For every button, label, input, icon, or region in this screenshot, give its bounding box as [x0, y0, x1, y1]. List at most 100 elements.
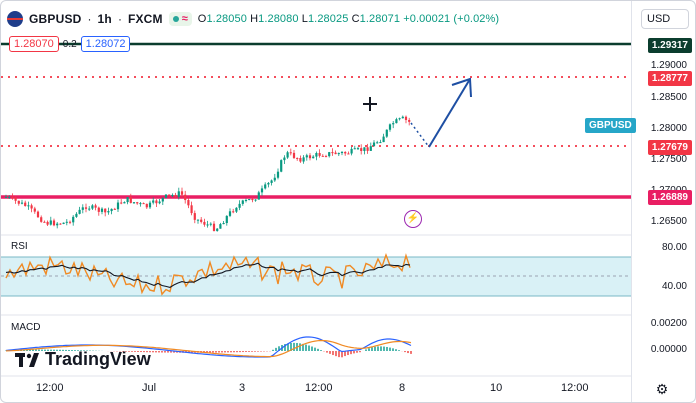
candle-body — [302, 157, 305, 162]
candle-body — [382, 136, 385, 143]
currency-selector[interactable]: USD — [641, 9, 689, 29]
candle-body — [353, 148, 356, 150]
change-value: +0.00021 (+0.02%) — [403, 13, 500, 25]
candle-body — [40, 217, 43, 222]
settings-gear-icon[interactable]: ⚙ — [655, 381, 669, 397]
macd-hist-bar — [74, 350, 76, 351]
series-label: GBPUSD — [585, 118, 636, 133]
macd-hist-bar — [245, 351, 247, 352]
macd-hist-bar — [137, 351, 139, 352]
interval[interactable]: 1h — [97, 12, 112, 26]
price-label-upper: 1.28777 — [647, 71, 692, 86]
macd-hist-bar — [215, 351, 217, 353]
candle-body — [203, 221, 206, 225]
status-dot-icon — [172, 16, 179, 22]
candle-body — [299, 157, 302, 162]
candle-body — [328, 152, 331, 157]
candle-body — [145, 203, 148, 208]
candle-body — [264, 184, 267, 189]
candle-body — [24, 202, 27, 207]
candle-body — [4, 196, 8, 198]
macd-hist-bar — [161, 351, 163, 353]
macd-hist-bar — [86, 350, 88, 351]
macd-hist-bar — [65, 349, 67, 351]
candle-body — [148, 202, 152, 208]
candle-body — [200, 219, 203, 222]
macd-hist-bar — [386, 346, 388, 351]
candle-body — [372, 142, 376, 147]
candle-body — [356, 148, 360, 150]
macd-hist-bar — [347, 351, 349, 356]
candle-body — [392, 123, 395, 125]
candle-body — [334, 152, 337, 155]
candle-body — [129, 197, 132, 203]
candle-body — [78, 209, 81, 214]
exchange: FXCM — [127, 12, 163, 26]
macd-hist-bar — [146, 351, 148, 353]
macd-hist-bar — [356, 351, 358, 353]
candle-body — [75, 213, 78, 217]
candle-body — [312, 156, 315, 159]
macd-hist-bar — [398, 350, 400, 351]
macd-signal-line — [5, 339, 412, 358]
candle-body — [107, 211, 110, 213]
rsi-title: RSI — [11, 241, 28, 252]
macd-hist-bar — [338, 351, 340, 358]
macd-hist-bar — [35, 349, 37, 351]
macd-hist-bar — [383, 346, 385, 351]
candle-body — [395, 119, 398, 124]
candle-body — [331, 152, 334, 154]
candle-body — [235, 207, 238, 212]
macd-hist-bar — [170, 351, 172, 353]
buy-button[interactable]: 1.28072 — [80, 36, 131, 52]
candle-body — [94, 205, 97, 208]
macd-hist-bar — [392, 348, 394, 351]
candle-body — [379, 142, 382, 144]
flag-gbpusd-icon — [7, 11, 23, 27]
candle-body — [408, 119, 411, 122]
macd-hist-bar — [239, 351, 241, 353]
symbol-name[interactable]: GBPUSD — [29, 12, 82, 26]
macd-hist-bar — [26, 349, 28, 351]
macd-hist-bar — [191, 351, 193, 353]
macd-hist-bar — [224, 351, 226, 353]
candle-body — [283, 157, 286, 161]
lightning-icon[interactable]: ⚡ — [404, 210, 422, 228]
candle-body — [225, 215, 228, 224]
candle-body — [68, 221, 72, 223]
candle-body — [340, 152, 344, 154]
macd-hist-bar — [218, 351, 220, 353]
candle-body — [388, 124, 392, 130]
macd-tick: 0.00000 — [650, 344, 687, 355]
market-status[interactable]: ≈ — [168, 12, 192, 26]
candle-body — [398, 118, 401, 120]
macd-hist-bar — [155, 351, 157, 353]
rsi-tick: 40.00 — [661, 281, 687, 292]
chart-canvas[interactable] — [1, 1, 631, 402]
sell-button[interactable]: 1.28070 — [9, 36, 59, 52]
macd-hist-bar — [311, 346, 313, 351]
candle-body — [184, 194, 187, 201]
macd-hist-bar — [50, 349, 52, 351]
price-label-lower: 1.27679 — [647, 140, 692, 155]
macd-hist-bar — [314, 347, 316, 351]
price-tick: 1.26500 — [650, 216, 687, 227]
macd-hist-bar — [221, 351, 223, 353]
macd-hist-bar — [53, 349, 55, 351]
projection-arrowhead — [451, 77, 472, 98]
candle-body — [238, 203, 241, 208]
price-label-resistance: 1.29317 — [647, 38, 692, 53]
candle-body — [308, 155, 312, 159]
candle-body — [260, 188, 264, 193]
macd-hist-bar — [122, 351, 124, 352]
price-tick: 1.27500 — [650, 154, 687, 165]
macd-hist-bar — [236, 351, 238, 353]
candle-body — [113, 208, 116, 210]
candle-body — [142, 203, 145, 205]
candle-body — [174, 194, 177, 197]
macd-hist-bar — [371, 347, 373, 351]
candle-body — [110, 208, 113, 212]
price-tick: 1.28500 — [650, 92, 687, 103]
candle-body — [43, 221, 46, 223]
